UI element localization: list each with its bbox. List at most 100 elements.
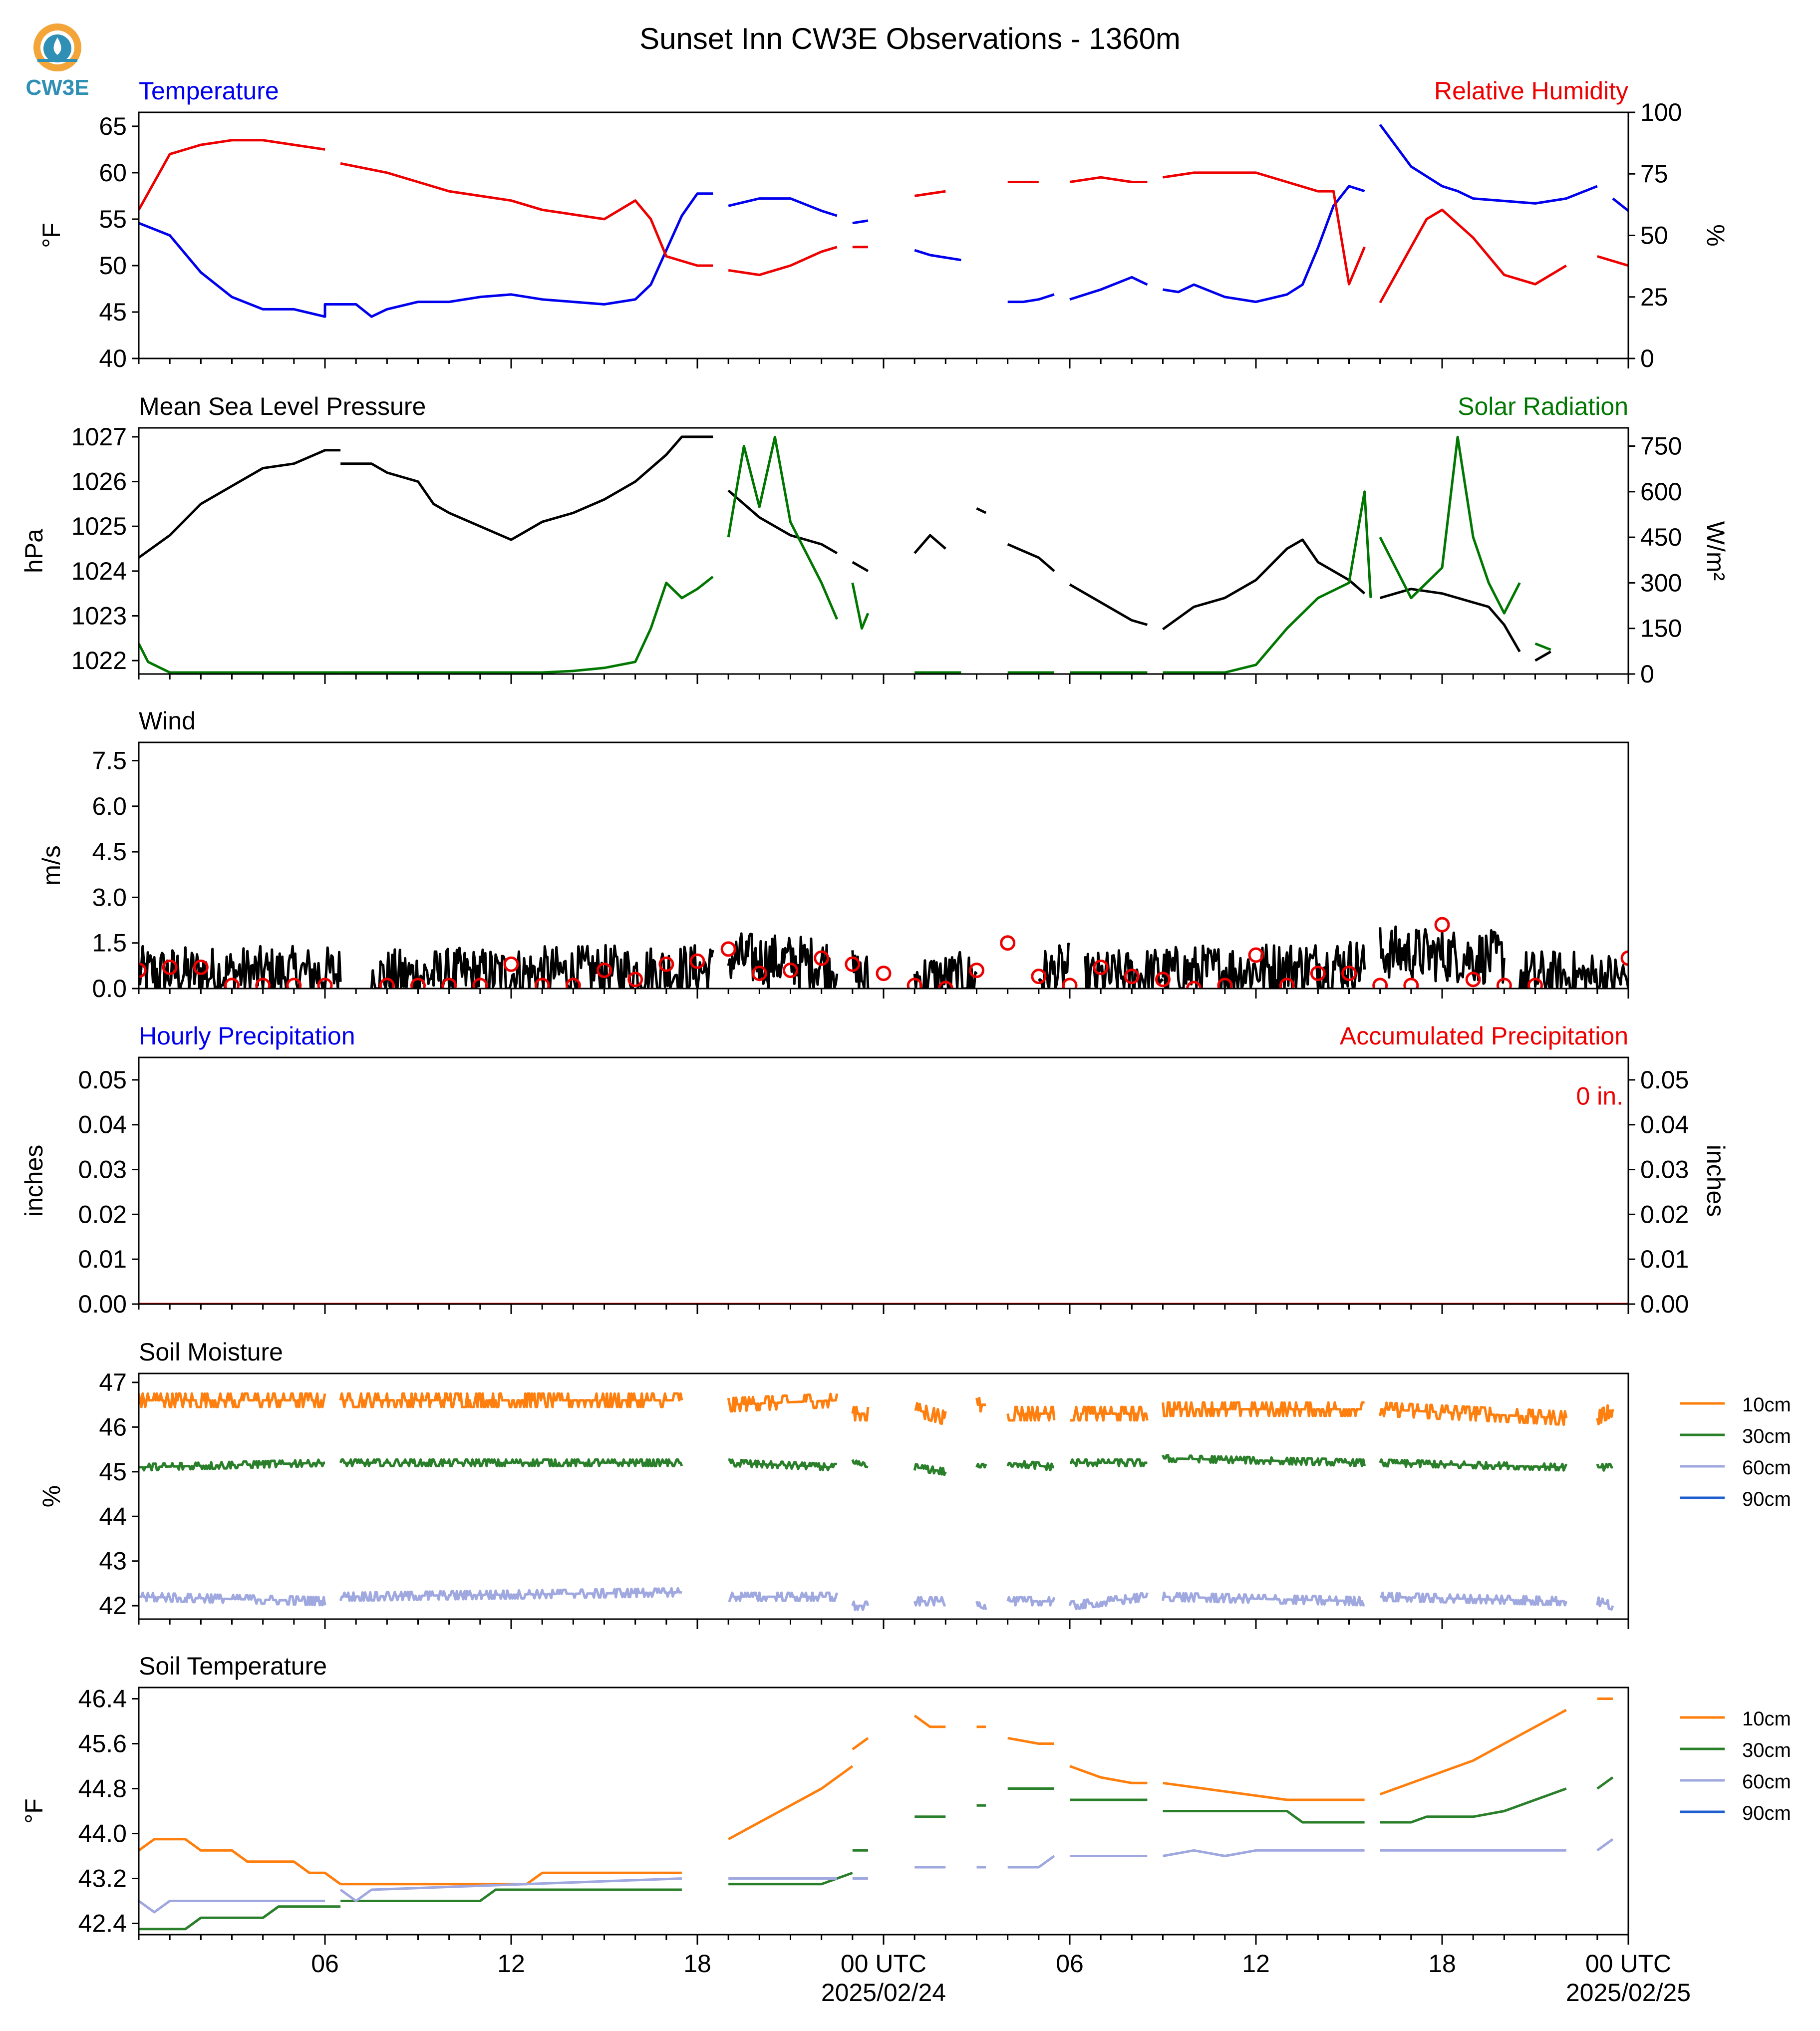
y2-tick-label: 75 — [1640, 160, 1668, 188]
series-line-#000000 — [851, 950, 870, 989]
series-line-10cm — [851, 1405, 870, 1422]
y-tick-label: 3.0 — [92, 883, 127, 911]
y-axis-label: °F — [20, 1798, 48, 1824]
wind-gust-marker — [441, 978, 457, 989]
panel-title-left: Mean Sea Level Pressure — [139, 392, 426, 420]
series-line-60cm — [1162, 1591, 1365, 1607]
series-line-60cm — [1596, 1596, 1614, 1611]
y-tick-label: 43 — [99, 1547, 127, 1575]
series-line-60cm — [913, 1596, 946, 1607]
series-line-60cm — [1006, 1596, 1056, 1607]
series-line-#000000 — [1518, 950, 1628, 989]
wind-gust-marker — [751, 966, 767, 982]
series-line-10cm — [975, 1396, 986, 1413]
series-line-#0000ee — [139, 192, 713, 318]
series-line-60cm — [1380, 1591, 1568, 1607]
series-line-#000000 — [976, 507, 987, 514]
logo-text: CW3E — [25, 75, 89, 100]
series-line-#000000 — [1007, 543, 1055, 572]
series-line-#0000ee — [1379, 124, 1598, 205]
wind-gust-marker — [1372, 978, 1388, 989]
y2-tick-label: 450 — [1640, 523, 1682, 551]
wind-gust-marker — [907, 978, 922, 989]
x-tick-label: 18 — [1428, 1950, 1456, 1978]
series-line-10cm — [727, 1392, 839, 1413]
y-tick-label: 1024 — [71, 557, 127, 585]
wind-gust-marker — [1310, 966, 1326, 982]
series-line-10cm — [728, 1765, 854, 1840]
wind-gust-marker — [472, 978, 488, 989]
y-tick-label: 7.5 — [92, 747, 127, 775]
y-tick-label: 47 — [99, 1368, 127, 1396]
y2-tick-label: 0.05 — [1640, 1066, 1689, 1094]
series-line-60cm — [1068, 1592, 1149, 1611]
wind-gust-marker — [1031, 969, 1047, 985]
wind-gust-marker — [1248, 947, 1264, 963]
wind-gust-marker — [503, 956, 519, 972]
wind-gust-marker — [565, 978, 581, 989]
series-line-10cm — [339, 1392, 683, 1408]
series-line-#000000 — [1380, 588, 1521, 653]
series-line-60cm — [339, 1877, 682, 1902]
series-line-60cm — [1596, 1838, 1614, 1852]
wind-gust-marker — [1217, 978, 1233, 989]
y-tick-label: 60 — [99, 159, 127, 187]
x-tick-label: 06 — [311, 1950, 339, 1978]
y-tick-label: 45.6 — [78, 1730, 127, 1758]
wind-gust-marker — [255, 978, 271, 989]
y-axis-label: hPa — [20, 529, 48, 573]
series-line-10cm — [1069, 1765, 1148, 1784]
series-line-30cm — [1006, 1460, 1055, 1471]
series-line-30cm — [339, 1458, 683, 1467]
y2-tick-label: 0.03 — [1640, 1156, 1689, 1184]
wind-gust-marker — [814, 950, 830, 966]
series-line-#000000 — [727, 932, 839, 989]
accumulated-total: 0 in. — [1576, 1082, 1623, 1110]
series-line-#000000 — [1162, 538, 1366, 631]
series-line-#000000 — [1084, 949, 1164, 989]
wind-gust-marker — [876, 966, 892, 982]
series-line-30cm — [1596, 1776, 1614, 1790]
axes-frame — [138, 1056, 1629, 1305]
y-tick-label: 45 — [99, 1458, 127, 1486]
series-line-#007700 — [340, 576, 714, 674]
axes-frame — [138, 1372, 1629, 1620]
wind-gust-marker — [317, 978, 333, 989]
y-tick-label: 0.00 — [78, 1290, 127, 1318]
y-tick-label: 40 — [99, 344, 127, 372]
series-line-#000000 — [1069, 583, 1148, 626]
y-tick-label: 1025 — [71, 512, 127, 540]
series-line-10cm — [914, 1402, 947, 1425]
y-tick-label: 1.5 — [92, 929, 127, 957]
y2-axis-label: % — [1702, 224, 1730, 246]
legend-label: 10cm — [1742, 1708, 1791, 1730]
series-line-#ee0000 — [1597, 255, 1628, 267]
panel-title-right: Relative Humidity — [1434, 77, 1628, 105]
series-line-#000000 — [1162, 941, 1366, 989]
axes-frame — [138, 427, 1629, 675]
series-line-60cm — [339, 1587, 682, 1602]
series-line-#ee0000 — [728, 246, 838, 277]
y-tick-label: 1023 — [71, 602, 127, 630]
series-line-#000000 — [913, 951, 978, 989]
series-line-#0000ee — [1069, 276, 1148, 301]
y2-tick-label: 600 — [1640, 478, 1682, 506]
series-line-#0000ee — [1612, 197, 1628, 212]
series-line-30cm — [975, 1462, 987, 1469]
wind-gust-marker — [1527, 978, 1543, 989]
series-group — [139, 917, 1628, 989]
y-tick-label: 0.03 — [78, 1156, 127, 1184]
x-tick-label: 00 UTC — [841, 1950, 926, 1978]
series-line-#000000 — [340, 435, 713, 541]
wind-gust-marker — [627, 972, 643, 988]
y-tick-label: 1022 — [71, 647, 127, 675]
series-line-#007700 — [1534, 642, 1551, 651]
y2-axis-label: W/m² — [1702, 521, 1730, 581]
y2-tick-label: 750 — [1640, 432, 1682, 460]
series-line-#ee0000 — [139, 139, 325, 211]
wind-gust-marker — [1496, 978, 1512, 989]
y-tick-label: 44.0 — [78, 1820, 127, 1848]
series-line-#000000 — [852, 561, 869, 572]
y-axis-label: % — [37, 1485, 65, 1507]
